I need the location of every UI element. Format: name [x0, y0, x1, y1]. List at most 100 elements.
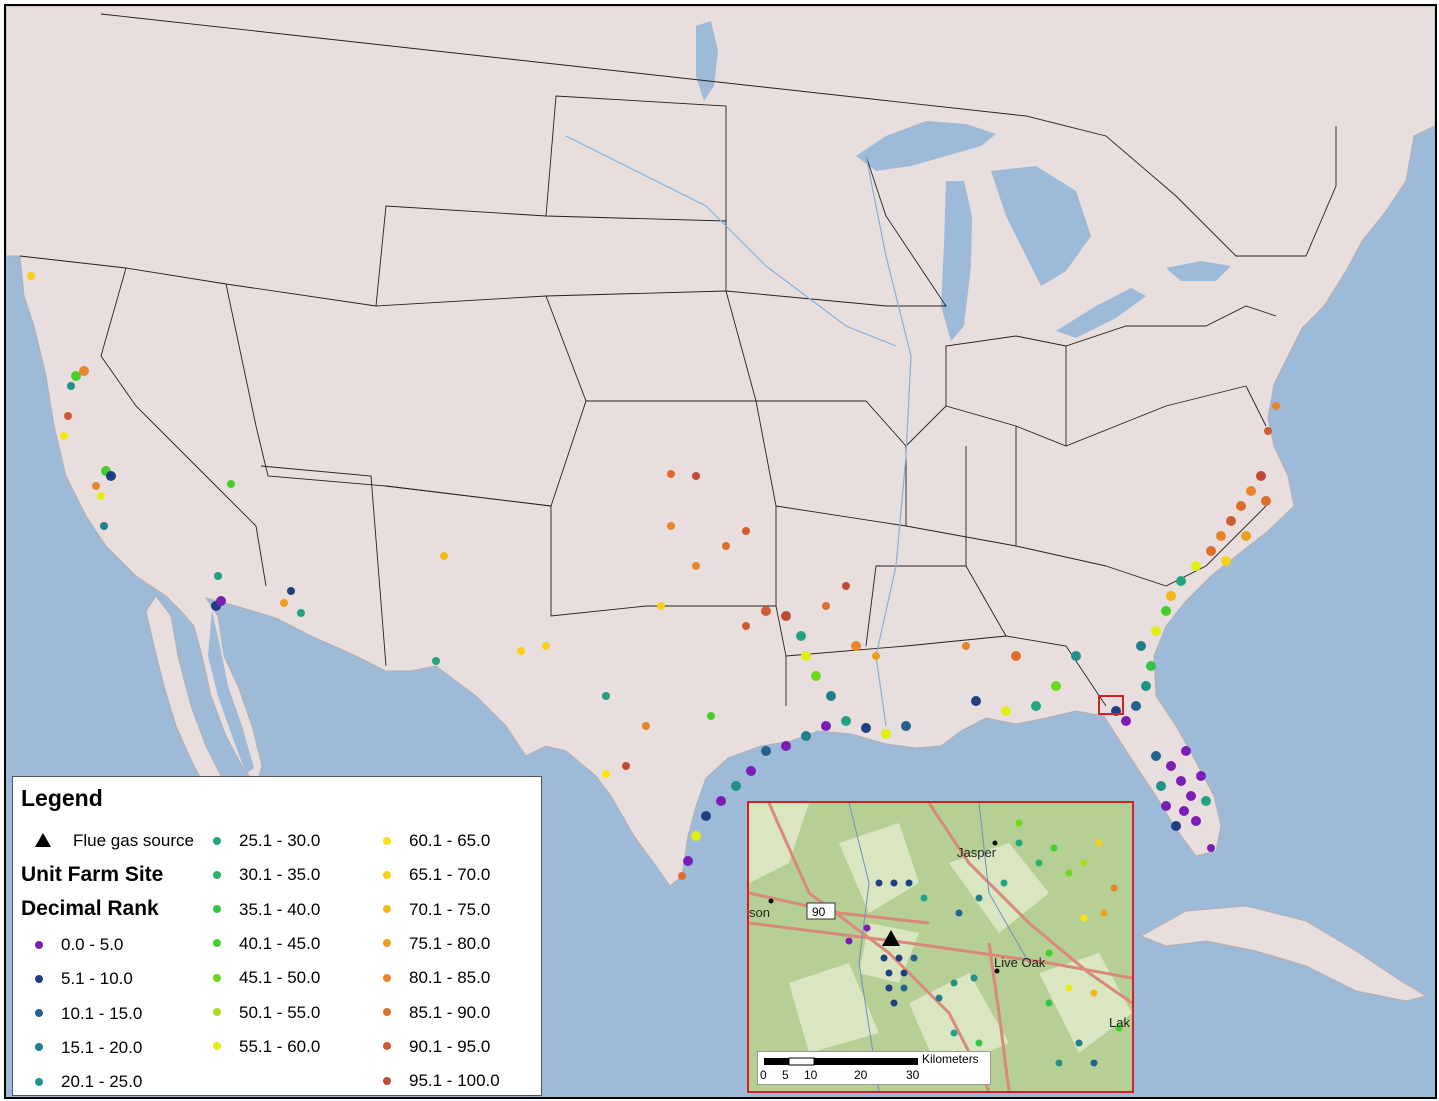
farm-site-dot [1176, 776, 1186, 786]
scale-tick: 20 [854, 1068, 868, 1082]
legend-dot-icon [35, 974, 43, 983]
legend-dot-icon [383, 939, 391, 948]
farm-site-dot [79, 366, 89, 376]
farm-site-dot [692, 472, 700, 480]
farm-site-dot [432, 657, 440, 665]
farm-site-dot [955, 909, 963, 917]
farm-site-dot [92, 482, 100, 490]
legend-class-label: 60.1 - 65.0 [409, 831, 491, 850]
farm-site-dot [297, 609, 305, 617]
farm-site-dot [1065, 869, 1073, 877]
legend-dot-icon [35, 1009, 43, 1018]
place-label-live-oak: Live Oak [994, 955, 1046, 970]
lake-huron [991, 166, 1091, 286]
legend-class-label: 0.0 - 5.0 [61, 935, 124, 954]
legend-subtitle-unit-farm: Unit Farm Site [21, 863, 164, 886]
legend-class-item: 20.1 - 25.0 [35, 1072, 142, 1092]
farm-site-dot [801, 651, 811, 661]
map-frame: Legend Flue gas source Unit Farm Site De… [4, 4, 1437, 1099]
inset-lightpatches [749, 803, 1132, 1073]
farm-site-dot [1272, 402, 1280, 410]
legend-class-label: 65.1 - 70.0 [409, 865, 491, 885]
farm-site-dot [742, 527, 750, 535]
farm-site-dot [1001, 706, 1011, 716]
farm-site-dot [1015, 839, 1023, 847]
farm-site-dot [1171, 821, 1181, 831]
farm-site-dot [1166, 761, 1176, 771]
legend-dot-icon [213, 836, 221, 845]
farm-site-dot [1031, 701, 1041, 711]
farm-site-dot [287, 587, 295, 595]
farm-site-dot [642, 722, 650, 730]
farm-site-dot [707, 712, 715, 720]
farm-site-dot [1201, 796, 1211, 806]
farm-site-dot [678, 872, 686, 880]
farm-site-dot [872, 652, 880, 660]
farm-site-dot [781, 611, 791, 621]
farm-site-dot [811, 671, 821, 681]
farm-site-dot [731, 781, 741, 791]
inset-map[interactable]: 90 [747, 801, 1134, 1093]
farm-site-dot [875, 879, 883, 887]
inset-map-canvas: 90 [749, 803, 1132, 1091]
farm-site-dot [64, 412, 72, 420]
farm-site-dot [683, 856, 693, 866]
farm-site-dot [227, 480, 235, 488]
farm-site-dot [280, 599, 288, 607]
legend-class-label: 10.1 - 15.0 [61, 1003, 143, 1023]
farm-site-dot [67, 382, 75, 390]
farm-site-dot [1156, 781, 1166, 791]
legend-class-label: 50.1 - 55.0 [239, 1002, 321, 1022]
farm-site-dot [100, 522, 108, 530]
legend-class-item: 70.1 - 75.0 [383, 900, 490, 920]
farm-site-dot [1011, 651, 1021, 661]
main-map[interactable] [6, 6, 1435, 1097]
farm-site-dot [950, 1029, 958, 1037]
legend-dot-icon [383, 905, 391, 914]
farm-site-dot [1136, 641, 1146, 651]
legend-dot-icon [213, 870, 221, 879]
scale-bar: Kilometers 0 5 10 20 30 [757, 1051, 991, 1085]
legend-dot-icon [383, 973, 391, 982]
farm-site-dot [975, 1039, 983, 1047]
legend-dot-icon [383, 1008, 391, 1017]
inset-locator-box [1098, 695, 1124, 715]
farm-site-dot [1051, 681, 1061, 691]
legend-dot-icon [213, 939, 221, 948]
farm-site-dot [885, 969, 893, 977]
farm-site-dot [1151, 751, 1161, 761]
farm-site-dot [1131, 701, 1141, 711]
legend-dot-icon [213, 1042, 221, 1051]
farm-sites-inset [845, 819, 1123, 1067]
legend-class-label: 45.1 - 50.0 [239, 968, 321, 988]
farm-site-dot [1246, 486, 1256, 496]
legend-class-item: 95.1 - 100.0 [383, 1071, 500, 1091]
legend-dot-icon [213, 973, 221, 982]
farm-site-dot [1045, 949, 1053, 957]
gulf-of-california [208, 611, 254, 774]
farm-site-dot [1071, 651, 1081, 661]
legend-class-item: 40.1 - 45.0 [213, 934, 320, 954]
farm-site-dot [1179, 806, 1189, 816]
farm-site-dot [1090, 989, 1098, 997]
town-marker [768, 898, 774, 904]
legend-class-item: 60.1 - 65.0 [383, 831, 490, 851]
lake-michigan [941, 181, 972, 341]
farm-site-dot [1221, 556, 1231, 566]
farm-site-dot [1055, 1059, 1063, 1067]
farm-site-dot [801, 731, 811, 741]
legend-dot-icon [35, 1077, 43, 1086]
farm-site-dot [895, 954, 903, 962]
farm-site-dot [622, 762, 630, 770]
farm-site-dot [602, 770, 610, 778]
farm-site-dot [796, 631, 806, 641]
place-label-son: son [749, 905, 770, 920]
farm-site-dot [692, 562, 700, 570]
farm-site-dot [761, 606, 771, 616]
legend-flue-gas-item: Flue gas source [35, 831, 194, 851]
farm-site-dot [1080, 859, 1088, 867]
farm-site-dot [542, 642, 550, 650]
farm-site-dot [1115, 1024, 1123, 1032]
farm-site-dot [900, 984, 908, 992]
farm-site-dot [667, 470, 675, 478]
